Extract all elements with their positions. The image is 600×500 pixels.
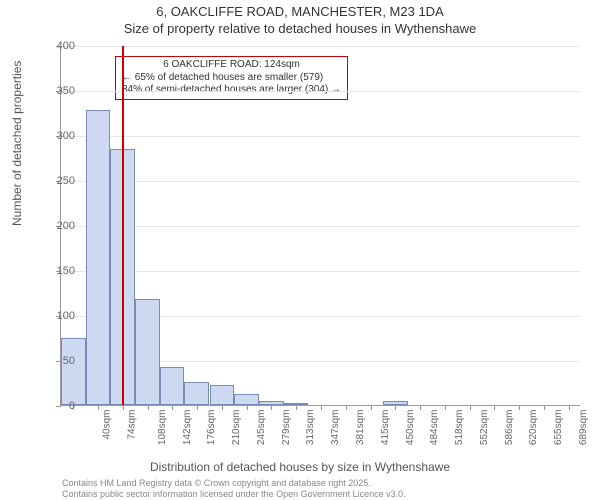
xtick-label: 108sqm — [157, 410, 168, 446]
gridline — [61, 91, 580, 92]
xtick-mark — [544, 405, 545, 410]
annotation-line-2: ← 65% of detached houses are smaller (57… — [122, 72, 341, 85]
xtick-label: 586sqm — [504, 410, 515, 446]
ytick-label: 200 — [45, 220, 75, 232]
xtick-label: 484sqm — [429, 410, 440, 446]
histogram-bar — [234, 394, 259, 405]
histogram-chart: 6 OAKCLIFFE ROAD: 124sqm ← 65% of detach… — [60, 46, 580, 406]
gridline — [61, 226, 580, 227]
annotation-box: 6 OAKCLIFFE ROAD: 124sqm ← 65% of detach… — [115, 56, 348, 100]
xtick-mark — [445, 405, 446, 410]
xtick-mark — [296, 405, 297, 410]
histogram-bar — [61, 338, 86, 405]
footer-line-2: Contains public sector information licen… — [62, 489, 406, 500]
xtick-mark — [321, 405, 322, 410]
ytick-label: 150 — [45, 265, 75, 277]
x-axis-label: Distribution of detached houses by size … — [0, 460, 600, 474]
xtick-label: 620sqm — [528, 410, 539, 446]
xtick-label: 245sqm — [256, 410, 267, 446]
xtick-label: 518sqm — [454, 410, 465, 446]
histogram-bar — [210, 385, 235, 405]
gridline — [61, 181, 580, 182]
xtick-label: 655sqm — [553, 410, 564, 446]
chart-title: 6, OAKCLIFFE ROAD, MANCHESTER, M23 1DA S… — [0, 4, 600, 38]
xtick-label: 450sqm — [405, 410, 416, 446]
xtick-mark — [222, 405, 223, 410]
histogram-bar — [184, 382, 209, 405]
ytick-label: 100 — [45, 310, 75, 322]
xtick-mark — [371, 405, 372, 410]
xtick-mark — [197, 405, 198, 410]
gridline — [61, 136, 580, 137]
title-line-1: 6, OAKCLIFFE ROAD, MANCHESTER, M23 1DA — [0, 4, 600, 21]
gridline — [61, 271, 580, 272]
xtick-mark — [346, 405, 347, 410]
footer-line-1: Contains HM Land Registry data © Crown c… — [62, 478, 406, 489]
xtick-label: 381sqm — [355, 410, 366, 446]
xtick-label: 210sqm — [231, 410, 242, 446]
xtick-label: 313sqm — [306, 410, 317, 446]
xtick-mark — [148, 405, 149, 410]
xtick-mark — [247, 405, 248, 410]
xtick-mark — [271, 405, 272, 410]
ytick-label: 0 — [45, 400, 75, 412]
xtick-label: 415sqm — [380, 410, 391, 446]
xtick-label: 552sqm — [479, 410, 490, 446]
xtick-mark — [98, 405, 99, 410]
xtick-label: 40sqm — [102, 410, 113, 440]
xtick-label: 279sqm — [281, 410, 292, 446]
xtick-mark — [395, 405, 396, 410]
ytick-label: 400 — [45, 40, 75, 52]
footer-attribution: Contains HM Land Registry data © Crown c… — [62, 478, 406, 500]
annotation-line-1: 6 OAKCLIFFE ROAD: 124sqm — [122, 59, 341, 72]
title-line-2: Size of property relative to detached ho… — [0, 21, 600, 38]
xtick-mark — [519, 405, 520, 410]
ytick-label: 50 — [45, 355, 75, 367]
gridline — [61, 46, 580, 47]
xtick-mark — [420, 405, 421, 410]
xtick-mark — [470, 405, 471, 410]
histogram-bar — [86, 110, 111, 405]
xtick-mark — [494, 405, 495, 410]
xtick-label: 142sqm — [182, 410, 193, 446]
xtick-label: 347sqm — [330, 410, 341, 446]
ytick-label: 350 — [45, 85, 75, 97]
histogram-bar — [135, 299, 160, 405]
xtick-mark — [569, 405, 570, 410]
xtick-mark — [172, 405, 173, 410]
xtick-mark — [123, 405, 124, 410]
histogram-bar — [160, 367, 185, 405]
xtick-label: 176sqm — [207, 410, 218, 446]
ytick-label: 300 — [45, 130, 75, 142]
ytick-label: 250 — [45, 175, 75, 187]
property-marker-line — [122, 46, 124, 405]
xtick-label: 689sqm — [578, 410, 589, 446]
y-axis-label: Number of detached properties — [10, 61, 24, 226]
xtick-label: 74sqm — [127, 410, 138, 440]
